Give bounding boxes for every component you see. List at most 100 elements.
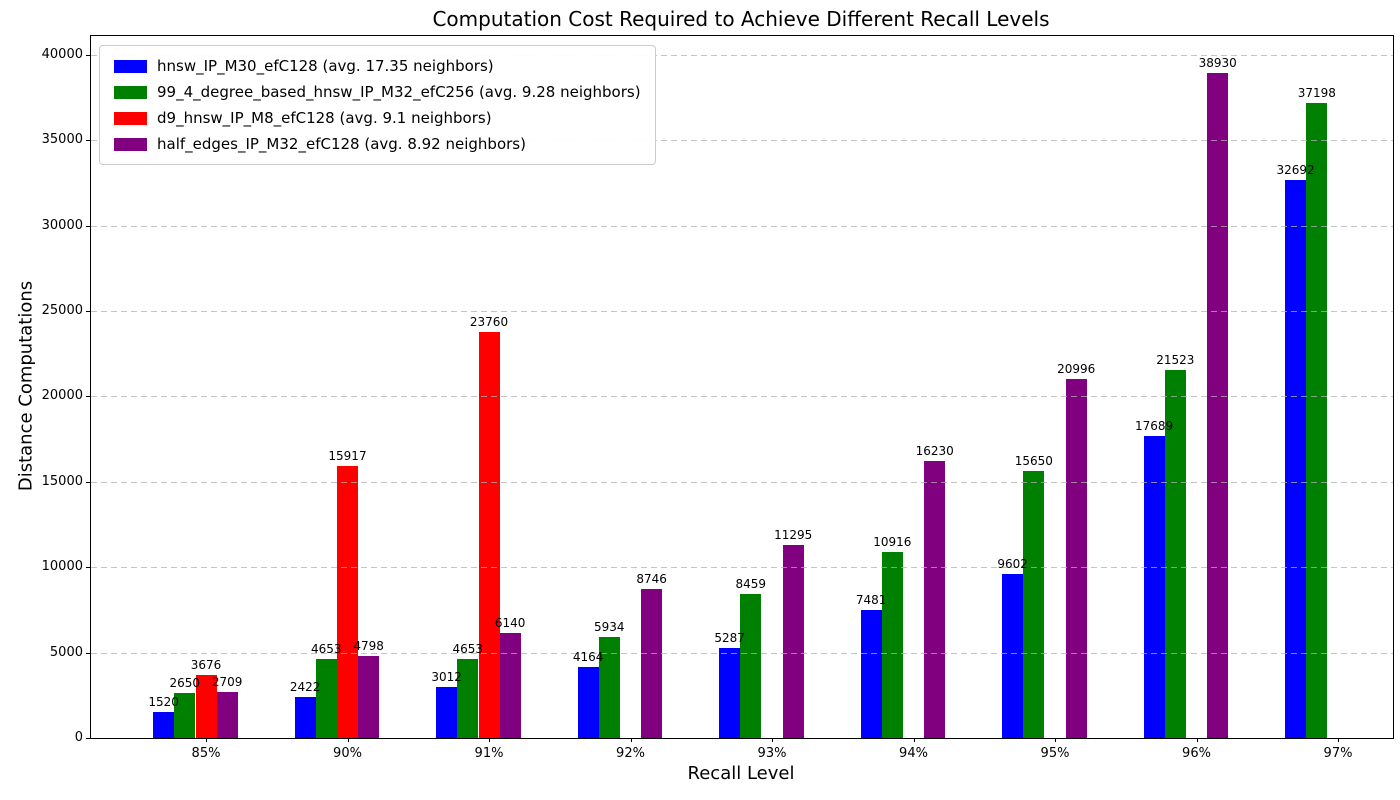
bar-value-label: 21523: [1156, 353, 1195, 368]
y-tick-mark: [86, 225, 91, 227]
x-tick-mark: [1196, 738, 1198, 742]
bar: [577, 666, 599, 738]
legend-color-swatch: [114, 59, 147, 73]
legend-item: d9_hnsw_IP_M8_efC128 (avg. 9.1 neighbors…: [114, 108, 641, 128]
bar-value-label: 8459: [735, 576, 767, 591]
bar-value-label: 38930: [1198, 56, 1237, 71]
y-tick-mark: [86, 567, 91, 569]
bar: [598, 636, 620, 738]
y-tick-label: 10000: [41, 559, 83, 575]
bar: [719, 647, 741, 738]
bar-value-label: 32692: [1276, 162, 1315, 177]
bar: [499, 633, 521, 738]
bar-value-label: 23760: [469, 315, 509, 330]
x-tick-mark: [913, 738, 915, 742]
legend-color-swatch: [114, 137, 147, 151]
bar-value-label: 2650: [169, 675, 201, 690]
x-tick-label: 93%: [757, 746, 787, 761]
y-tick-label: 20000: [41, 388, 83, 404]
bar: [924, 460, 946, 738]
x-tick-mark: [206, 738, 207, 742]
y-tick-mark: [86, 396, 91, 398]
bar-value-label: 9602: [997, 556, 1028, 571]
bar: [1023, 470, 1045, 738]
bar: [436, 686, 458, 738]
bar-value-label: 3676: [190, 658, 222, 673]
bar: [1306, 102, 1328, 738]
y-tick-label: 0: [74, 730, 83, 745]
legend-label: hnsw_IP_M30_efC128 (avg. 17.35 neighbors…: [157, 57, 494, 75]
y-tick-mark: [86, 481, 91, 483]
bar: [478, 332, 500, 738]
y-gridline: [91, 54, 1393, 56]
y-tick-mark: [86, 652, 91, 654]
bar-value-label: 16230: [915, 443, 954, 458]
bar-value-label: 10916: [873, 534, 912, 549]
legend-color-swatch: [114, 85, 147, 99]
legend-label: half_edges_IP_M32_efC128 (avg. 8.92 neig…: [157, 135, 526, 153]
bar-value-label: 20996: [1057, 362, 1096, 377]
bar: [1285, 179, 1307, 738]
bar: [860, 610, 882, 738]
y-gridline: [91, 396, 1393, 398]
y-tick-label: 15000: [41, 473, 83, 489]
bar-value-label: 11295: [774, 528, 813, 543]
y-tick-label: 35000: [41, 132, 83, 148]
chart-title: Computation Cost Required to Achieve Dif…: [432, 7, 1050, 31]
y-tick-mark: [86, 310, 91, 312]
y-tick-label: 40000: [41, 46, 83, 62]
x-tick-mark: [489, 738, 490, 742]
legend-label: d9_hnsw_IP_M8_efC128 (avg. 9.1 neighbors…: [157, 109, 492, 127]
y-tick-label: 5000: [49, 644, 83, 660]
x-tick-label: 96%: [1182, 746, 1211, 761]
bar: [457, 658, 479, 738]
bar: [1143, 435, 1165, 738]
y-gridline: [91, 225, 1393, 227]
bar: [315, 658, 337, 738]
bar: [358, 656, 380, 738]
y-tick-mark: [86, 54, 91, 56]
plot-area: hnsw_IP_M30_efC128 (avg. 17.35 neighbors…: [42, 35, 1394, 761]
x-tick-label: 90%: [333, 746, 362, 761]
bar: [216, 691, 238, 738]
bar: [1065, 379, 1087, 738]
bar-value-label: 5287: [714, 630, 745, 645]
legend-item: half_edges_IP_M32_efC128 (avg. 8.92 neig…: [114, 134, 641, 154]
bar-value-label: 4653: [311, 641, 342, 656]
y-tick-mark: [86, 140, 91, 142]
x-tick-mark: [772, 738, 773, 742]
bar-value-label: 8746: [636, 571, 667, 586]
legend: hnsw_IP_M30_efC128 (avg. 17.35 neighbors…: [99, 45, 656, 165]
y-tick-label: 30000: [41, 217, 83, 233]
bar: [153, 712, 175, 738]
bar: [881, 551, 903, 738]
x-tick-label: 92%: [616, 746, 645, 761]
y-gridline: [91, 310, 1393, 312]
x-tick-label: 91%: [474, 746, 504, 761]
y-gridline: [91, 567, 1393, 569]
y-gridline: [91, 481, 1393, 483]
bar-value-label: 2422: [289, 679, 321, 694]
bar-value-label: 15917: [328, 449, 367, 464]
x-tick-mark: [630, 738, 632, 742]
bar: [337, 466, 358, 738]
y-gridline: [91, 140, 1393, 142]
bar: [1207, 73, 1229, 738]
bar-value-label: 4164: [572, 649, 604, 664]
bar: [1002, 573, 1024, 738]
bar: [641, 588, 663, 738]
y-gridline: [91, 652, 1393, 654]
legend-item: hnsw_IP_M30_efC128 (avg. 17.35 neighbors…: [114, 56, 641, 76]
x-tick-label: 97%: [1323, 746, 1353, 761]
x-tick-mark: [347, 738, 349, 742]
bar-value-label: 5934: [594, 619, 625, 634]
bar-value-label: 6140: [494, 616, 526, 631]
legend-color-swatch: [114, 111, 147, 125]
bar-value-label: 15650: [1014, 453, 1053, 468]
bar-value-label: 3012: [431, 669, 462, 684]
bar-value-label: 37198: [1297, 85, 1336, 100]
x-tick-label: 94%: [899, 746, 928, 761]
y-tick-label: 25000: [41, 302, 83, 318]
bar: [294, 696, 316, 738]
